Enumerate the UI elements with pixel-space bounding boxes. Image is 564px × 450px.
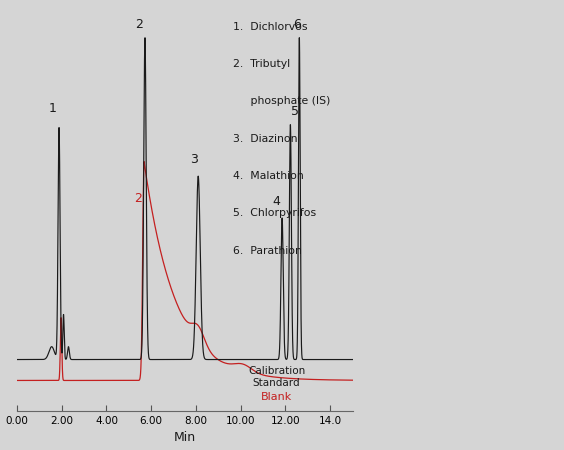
X-axis label: Min: Min: [174, 432, 196, 445]
Text: 2: 2: [135, 18, 143, 32]
Text: 5: 5: [292, 105, 299, 118]
Text: 6: 6: [294, 18, 302, 32]
Text: 2.  Tributyl: 2. Tributyl: [233, 59, 290, 69]
Text: 4: 4: [272, 195, 280, 208]
Text: 4.  Malathion: 4. Malathion: [233, 171, 304, 181]
Text: 3.  Diazinon: 3. Diazinon: [233, 134, 298, 144]
Text: 6.  Parathion: 6. Parathion: [233, 246, 302, 256]
Text: 2: 2: [134, 192, 142, 205]
Text: 3: 3: [190, 153, 197, 166]
Text: 1.  Dichlorvos: 1. Dichlorvos: [233, 22, 308, 32]
Text: 1: 1: [49, 102, 56, 115]
Text: Blank: Blank: [261, 392, 292, 402]
Text: Calibration
Standard: Calibration Standard: [248, 366, 305, 388]
Text: 5.  Chlorpyrifos: 5. Chlorpyrifos: [233, 208, 316, 218]
Text: phosphate (IS): phosphate (IS): [233, 96, 331, 106]
